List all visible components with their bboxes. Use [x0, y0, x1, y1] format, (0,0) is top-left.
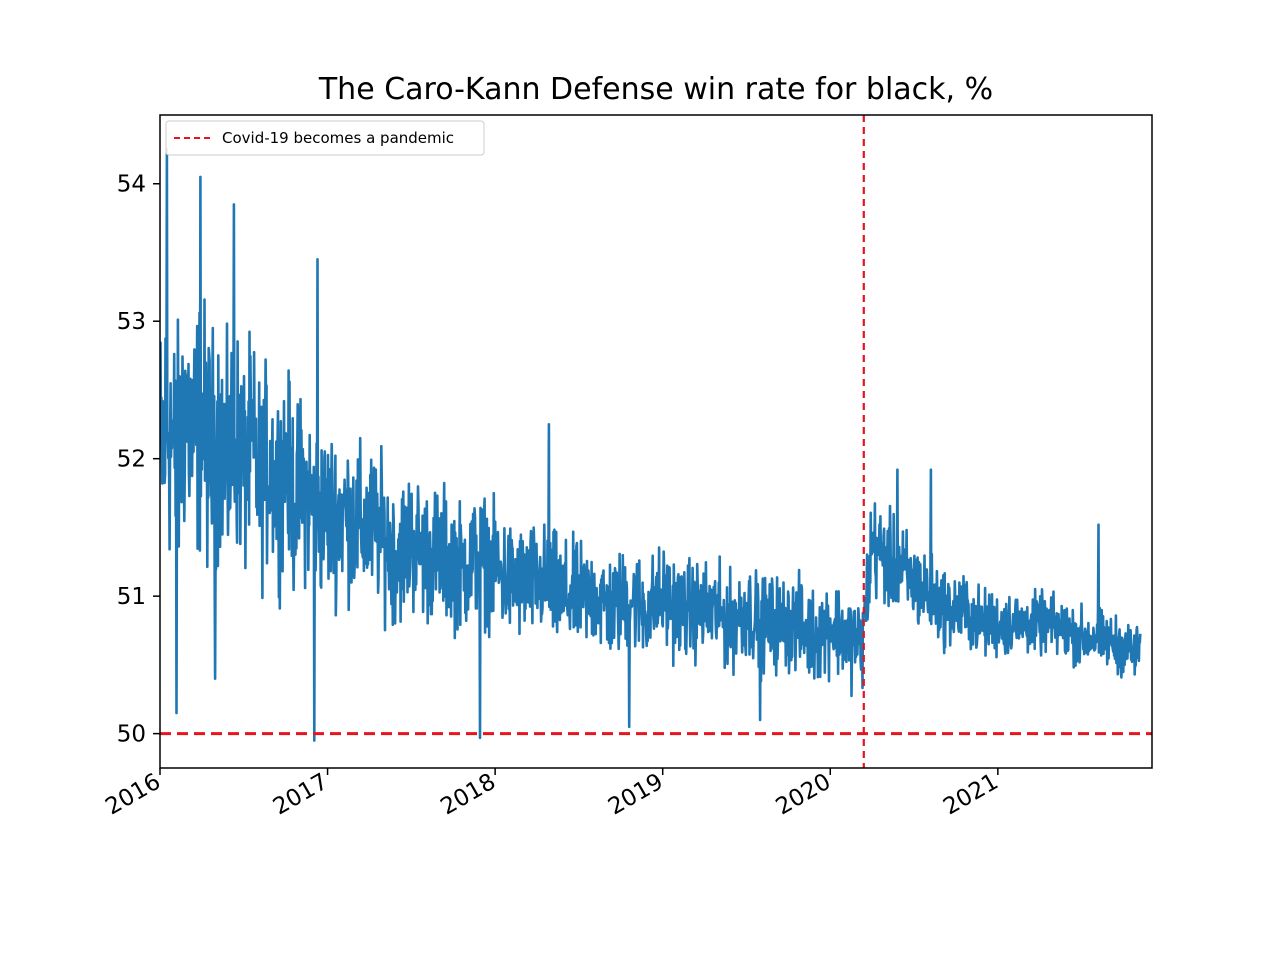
chart-title: The Caro-Kann Defense win rate for black…	[318, 72, 993, 107]
y-tick-label: 52	[117, 447, 146, 473]
y-tick-label: 51	[117, 584, 146, 610]
y-tick-label: 54	[117, 172, 146, 198]
legend-label-covid: Covid-19 becomes a pandemic	[222, 129, 454, 147]
plot-area	[160, 115, 1152, 768]
series-line-win-rate	[160, 148, 1142, 742]
axes-frame	[159, 114, 1153, 769]
y-tick-label: 53	[117, 309, 146, 335]
legend-frame	[165, 120, 485, 156]
legend: Covid-19 becomes a pandemic	[165, 120, 485, 156]
y-tick-label: 50	[117, 722, 146, 748]
